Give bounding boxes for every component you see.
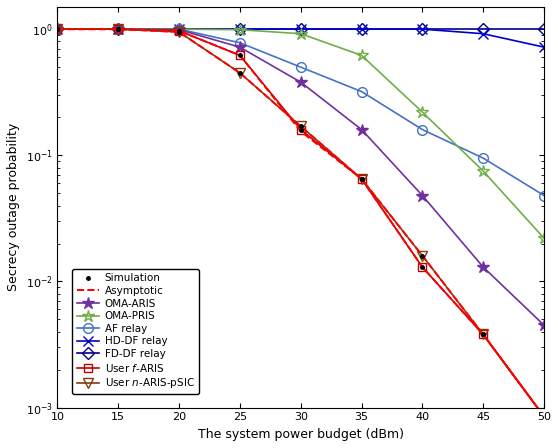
OMA-ARIS (541, 323, 547, 328)
FD-DF relay (176, 26, 182, 32)
HD-DF relay (541, 44, 547, 50)
OMA-PRIS (358, 53, 365, 58)
HD-DF relay (480, 31, 487, 36)
Line: User_f_ARIS: User_f_ARIS (53, 25, 548, 421)
User_f_ARIS (237, 53, 243, 58)
Y-axis label: Secrecy outage probability: Secrecy outage probability (7, 123, 20, 291)
User_f_ARIS (480, 332, 487, 337)
User_f_ARIS (54, 26, 61, 32)
User_f_ARIS (541, 414, 547, 419)
Simulation (480, 332, 487, 337)
AF relay (541, 193, 547, 198)
AF relay (419, 127, 426, 132)
Asymptotic (541, 414, 547, 419)
HD-DF relay (237, 26, 243, 32)
User_f_ARIS (297, 127, 304, 132)
HD-DF relay (115, 26, 122, 32)
OMA-PRIS (115, 26, 122, 32)
HD-DF relay (358, 26, 365, 32)
Simulation (419, 264, 426, 270)
OMA-PRIS (176, 26, 182, 32)
User_f_ARIS (176, 28, 182, 34)
Asymptotic (176, 28, 182, 34)
FD-DF relay (480, 26, 487, 32)
FD-DF relay (297, 26, 304, 32)
AF relay (176, 26, 182, 32)
OMA-PRIS (480, 168, 487, 174)
OMA-ARIS (115, 26, 122, 32)
Line: FD-DF relay: FD-DF relay (53, 25, 548, 33)
X-axis label: The system power budget (dBm): The system power budget (dBm) (198, 428, 404, 441)
OMA-ARIS (480, 264, 487, 270)
User_n_ARIS_pSIC (419, 253, 426, 258)
OMA-ARIS (419, 193, 426, 198)
Line: OMA-PRIS: OMA-PRIS (51, 23, 550, 245)
OMA-PRIS (541, 236, 547, 241)
Legend: Simulation, Asymptotic, OMA-ARIS, OMA-PRIS, AF relay, HD-DF relay, FD-DF relay, : Simulation, Asymptotic, OMA-ARIS, OMA-PR… (73, 269, 199, 394)
AF relay (115, 26, 122, 32)
User_n_ARIS_pSIC (54, 26, 61, 32)
Asymptotic (237, 53, 243, 58)
OMA-ARIS (54, 26, 61, 32)
FD-DF relay (358, 26, 365, 32)
AF relay (237, 40, 243, 45)
AF relay (480, 155, 487, 161)
AF relay (297, 65, 304, 70)
OMA-ARIS (237, 44, 243, 50)
AF relay (54, 26, 61, 32)
Simulation (115, 26, 122, 32)
User_n_ARIS_pSIC (358, 176, 365, 181)
OMA-PRIS (237, 27, 243, 32)
Line: AF relay: AF relay (52, 24, 549, 200)
HD-DF relay (176, 26, 182, 32)
User_f_ARIS (115, 26, 122, 32)
HD-DF relay (297, 26, 304, 32)
User_n_ARIS_pSIC (480, 332, 487, 337)
HD-DF relay (54, 26, 61, 32)
Line: HD-DF relay: HD-DF relay (52, 24, 549, 52)
OMA-PRIS (419, 109, 426, 115)
OMA-ARIS (358, 127, 365, 132)
User_n_ARIS_pSIC (297, 124, 304, 129)
Simulation (176, 28, 182, 34)
Line: OMA-ARIS: OMA-ARIS (51, 23, 550, 332)
User_n_ARIS_pSIC (176, 29, 182, 34)
FD-DF relay (419, 26, 426, 32)
AF relay (358, 89, 365, 94)
OMA-PRIS (297, 31, 304, 36)
User_n_ARIS_pSIC (541, 414, 547, 419)
FD-DF relay (115, 26, 122, 32)
User_f_ARIS (419, 264, 426, 270)
User_f_ARIS (358, 176, 365, 181)
OMA-ARIS (176, 27, 182, 32)
FD-DF relay (237, 26, 243, 32)
Line: Asymptotic: Asymptotic (57, 29, 544, 417)
Simulation (358, 176, 365, 181)
Line: Simulation: Simulation (54, 26, 547, 420)
User_n_ARIS_pSIC (115, 26, 122, 32)
Simulation (237, 53, 243, 58)
Asymptotic (419, 264, 426, 270)
Asymptotic (297, 129, 304, 134)
Simulation (541, 414, 547, 419)
HD-DF relay (419, 26, 426, 32)
Line: User_n_ARIS_pSIC: User_n_ARIS_pSIC (52, 24, 549, 422)
Simulation (297, 127, 304, 132)
FD-DF relay (541, 26, 547, 32)
Asymptotic (115, 26, 122, 32)
OMA-ARIS (297, 79, 304, 85)
User_n_ARIS_pSIC (237, 70, 243, 76)
OMA-PRIS (54, 26, 61, 32)
FD-DF relay (54, 26, 61, 32)
Asymptotic (358, 176, 365, 181)
Asymptotic (480, 332, 487, 337)
Asymptotic (54, 26, 61, 32)
Simulation (54, 26, 61, 32)
